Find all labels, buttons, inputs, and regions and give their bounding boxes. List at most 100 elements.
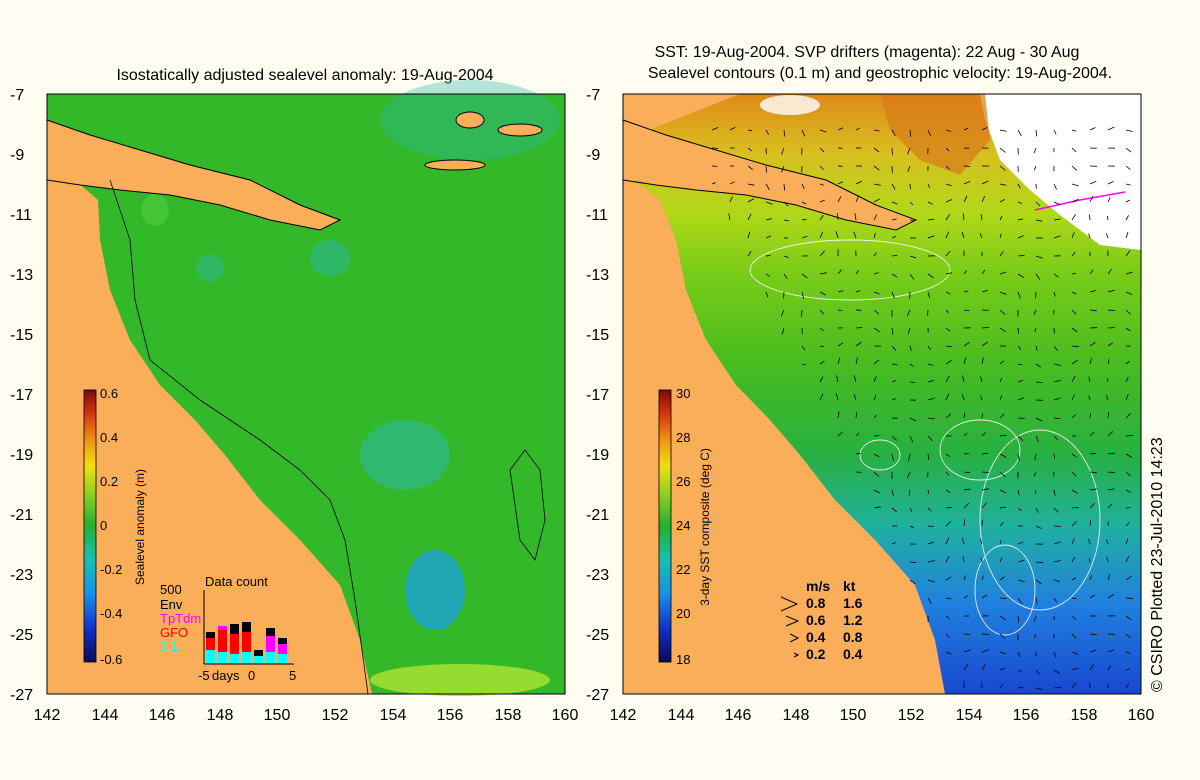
velocity-arrow [907,165,911,172]
velocity-arrow [981,195,986,203]
velocity-arrow [765,273,771,277]
data-count-bar [278,644,287,654]
velocity-arrow [1071,615,1077,620]
velocity-arrow [1125,129,1133,132]
velocity-arrow [999,183,1007,186]
velocity-arrow [1107,309,1115,311]
velocity-arrow [1017,218,1024,221]
velocity-arrow [945,413,952,419]
velocity-arrow [783,183,786,191]
lon-tick-label: 160 [552,707,579,724]
velocity-arrow [765,201,773,205]
velocity-arrow [1107,488,1115,491]
velocity-arrow [1053,489,1056,496]
velocity-arrow [1053,669,1060,674]
velocity-arrow [999,506,1006,509]
right-coastline [622,119,918,231]
velocity-arrow [728,213,731,221]
velocity-arrow [945,345,953,348]
velocity-arrow [963,341,970,347]
velocity-arrow [927,560,935,563]
velocity-arrow [1125,633,1131,639]
velocity-arrow [873,435,880,437]
velocity-arrow [999,395,1003,401]
velocity-arrow [1125,471,1131,477]
velocity-arrow [1089,471,1097,474]
velocity-arrow [873,414,878,419]
velocity-arrow [999,667,1006,671]
velocity-arrow [962,393,965,401]
velocity-arrow [945,471,950,476]
mission-label-tptdm: TpTdm [160,611,201,626]
velocity-arrow [1017,615,1019,623]
lat-tick-label: -11 [586,207,608,224]
data-count-axis-label: 5 [289,668,296,683]
velocity-arrow [837,309,843,311]
velocity-arrow [981,575,984,581]
sst-colorbar: 30 28 26 24 22 20 18 3-day SST composite… [658,386,712,667]
sst-colorbar-tick: 18 [676,652,690,667]
velocity-arrow [1089,431,1095,437]
velocity-arrow [909,219,915,222]
velocity-arrow [1089,633,1097,635]
velocity-arrow [963,595,968,599]
lon-tick-label: 152 [322,707,349,724]
velocity-arrow [729,127,736,131]
velocity-arrow [855,180,863,185]
velocity-arrow [891,255,898,257]
data-count-title: Data count [205,574,268,589]
velocity-arrow [1017,435,1024,442]
lat-tick-label: -25 [586,627,609,644]
sla-colorbar-tick: -0.2 [100,562,122,577]
velocity-arrow [1035,597,1038,605]
sla-anomaly-blob [310,240,350,276]
data-count-bar [242,632,251,652]
velocity-arrow [1089,290,1097,293]
velocity-arrow [891,489,895,497]
velocity-arrow [1034,489,1037,495]
data-count-bar [266,628,275,636]
data-count-bar [206,638,215,650]
velocity-arrow [963,575,966,581]
lat-tick-label: -19 [586,447,609,464]
velocity-arrow [945,615,950,620]
velocity-arrow [962,375,965,383]
velocity-arrow [891,129,896,136]
data-count-axis-label: days [212,668,240,683]
velocity-arrow [963,270,968,275]
velocity-arrow [1088,538,1091,545]
data-count-bar [218,630,227,652]
velocity-arrow [980,214,983,221]
left-lon-ticks: 142 144 146 148 150 152 154 156 158 160 [34,707,579,724]
lon-tick-label: 146 [725,707,752,724]
velocity-arrow [945,213,951,221]
velocity-arrow [1053,218,1061,221]
velocity-arrow [981,664,986,671]
left-reef-outline [509,449,546,561]
lat-tick-label: -9 [586,147,600,164]
velocity-arrow [909,435,914,443]
velocity-arrow [873,489,881,494]
velocity-arrow [1053,201,1061,206]
velocity-arrow [1071,520,1078,527]
velocity-arrow [891,291,895,299]
velocity-arrow [1089,649,1097,653]
velocity-legend-ms: 0.8 [806,595,826,611]
velocity-arrow [945,129,952,132]
velocity-arrow [747,183,755,186]
lon-tick-label: 158 [1071,707,1098,724]
velocity-arrow [873,183,881,186]
sla-anomaly-blob [141,194,169,226]
velocity-arrow [981,502,987,509]
velocity-arrow [1053,291,1056,297]
velocity-arrow [1053,397,1061,401]
velocity-arrow [980,376,983,383]
data-count-bar [230,654,239,664]
velocity-arrow [1071,597,1077,600]
velocity-arrow [963,471,970,474]
velocity-arrow [1033,309,1037,315]
velocity-arrow [891,183,896,190]
sst-colorbar-tick: 24 [676,518,690,533]
left-panel-title: Isostatically adjusted sealevel anomaly:… [116,67,493,84]
velocity-arrow [1017,541,1024,545]
